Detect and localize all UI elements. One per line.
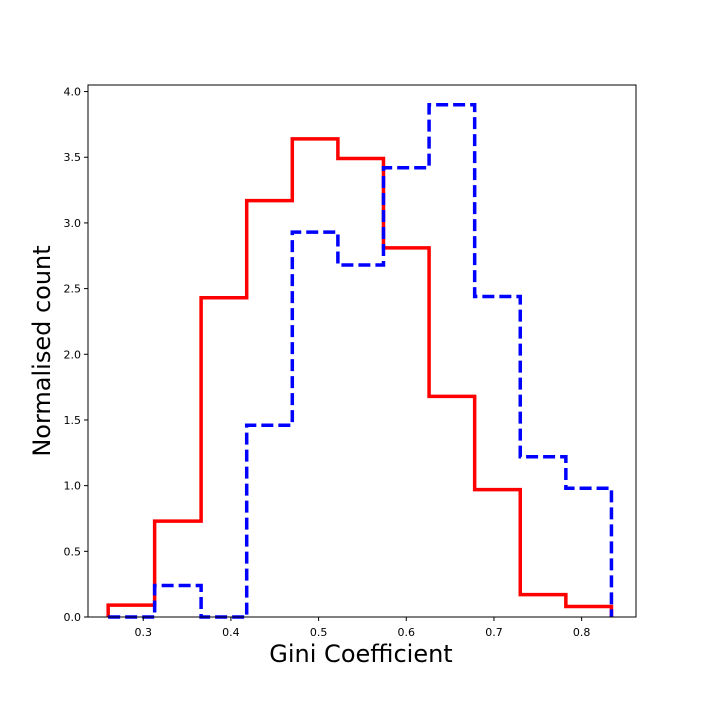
histogram-series-2 (108, 102, 614, 619)
plot-area (88, 85, 636, 617)
x-tick-label: 0.7 (485, 626, 503, 639)
y-tick-label: 3.5 (64, 151, 82, 164)
x-tick-label: 0.4 (222, 626, 240, 639)
y-tick-label: 2.0 (64, 348, 82, 361)
axes-frame (87, 84, 637, 618)
y-axis: 0.0 0.5 1.0 1.5 2.0 2.5 3.0 3.5 4.0 (64, 86, 88, 624)
x-axis: 0.3 0.4 0.5 0.6 0.7 0.8 (134, 617, 590, 639)
axes-border (87, 84, 637, 618)
y-axis-title: Normalised count (28, 245, 56, 456)
x-tick-label: 0.6 (398, 626, 416, 639)
x-tick-label: 0.8 (573, 626, 591, 639)
x-tick-label: 0.3 (134, 626, 152, 639)
y-tick-label: 0.5 (64, 545, 82, 558)
histogram-series-1 (106, 137, 614, 617)
y-tick-label: 1.5 (64, 414, 82, 427)
x-tick-label: 0.5 (310, 626, 328, 639)
x-axis-title: Gini Coefficient (269, 640, 452, 668)
series-layer (106, 102, 614, 619)
y-tick-label: 4.0 (64, 86, 82, 99)
y-tick-label: 0.0 (64, 611, 82, 624)
plot-background (88, 85, 636, 617)
y-tick-label: 2.5 (64, 283, 82, 296)
y-tick-label: 1.0 (64, 480, 82, 493)
y-tick-label: 3.0 (64, 217, 82, 230)
